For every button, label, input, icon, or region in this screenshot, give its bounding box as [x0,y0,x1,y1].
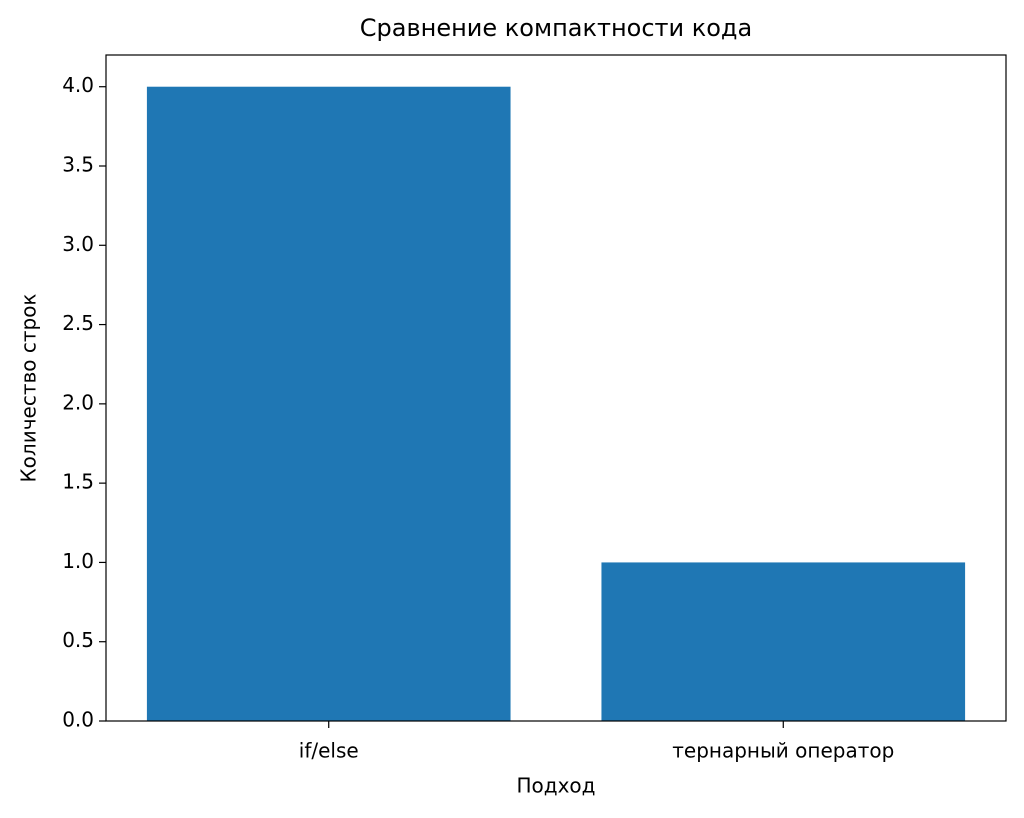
y-tick-label: 2.5 [62,311,94,335]
x-tick-label: if/else [299,739,359,763]
y-tick-label: 0.0 [62,708,94,732]
chart-title: Сравнение компактности кода [360,14,752,42]
x-axis-label: Подход [516,774,595,798]
y-tick-label: 4.0 [62,73,94,97]
y-tick-label: 0.5 [62,628,94,652]
y-tick-label: 1.0 [62,549,94,573]
y-tick-label: 3.5 [62,153,94,177]
y-tick-label: 3.0 [62,232,94,256]
y-tick-label: 1.5 [62,470,94,494]
plot-frame [105,54,1007,722]
y-axis-label: Количество строк [17,293,41,482]
bar [146,86,511,721]
bar [601,562,966,721]
x-tick-label: тернарный оператор [672,739,894,763]
y-tick-label: 2.0 [62,390,94,414]
